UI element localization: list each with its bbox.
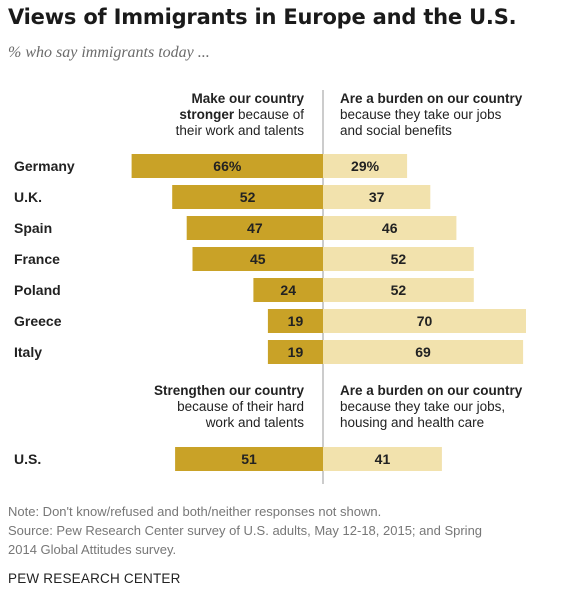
europe-left-header-line-3: their work and talents <box>175 123 304 138</box>
value-label-stronger-france: 45 <box>250 251 266 267</box>
value-label-burden-poland: 52 <box>391 282 407 298</box>
pew-research-center-label: PEW RESEARCH CENTER <box>8 571 181 586</box>
value-label-stronger-poland: 24 <box>280 282 296 298</box>
value-label-stronger-greece: 19 <box>288 313 304 329</box>
bar-burden-germany <box>323 154 408 178</box>
us-left-header-line-1: Strengthen our country <box>153 383 304 398</box>
value-label-stronger-spain: 47 <box>247 220 263 236</box>
europe-left-header: Make our country stronger because of the… <box>104 91 304 139</box>
bar-stronger-germany <box>131 154 323 178</box>
europe-left-header-line-2: because of <box>234 107 304 122</box>
bar-burden-u-k <box>323 185 431 209</box>
category-label-germany: Germany <box>14 158 75 174</box>
bar-burden-france <box>323 247 474 271</box>
us-right-header: Are a burden on our country because they… <box>340 383 565 431</box>
value-label-burden-u-s: 41 <box>375 451 391 467</box>
category-label-u-s: U.S. <box>14 451 41 467</box>
bar-stronger-u-s <box>175 447 323 471</box>
chart-notes: Note: Don't know/refused and both/neithe… <box>8 502 482 559</box>
bar-stronger-u-k <box>172 185 323 209</box>
value-label-burden-greece: 70 <box>417 313 433 329</box>
europe-right-header-line-3: and social benefits <box>340 123 452 138</box>
category-label-greece: Greece <box>14 313 62 329</box>
bar-burden-poland <box>323 278 474 302</box>
bar-stronger-poland <box>253 278 323 302</box>
category-label-italy: Italy <box>14 344 42 360</box>
us-left-header: Strengthen our country because of their … <box>104 383 304 431</box>
bar-burden-spain <box>323 216 457 240</box>
europe-left-header-line-1: Make our country <box>191 91 304 106</box>
bar-burden-u-s <box>323 447 442 471</box>
category-label-spain: Spain <box>14 220 52 236</box>
value-label-stronger-u-k: 52 <box>240 189 256 205</box>
source-line-2: 2014 Global Attitudes survey. <box>8 542 177 557</box>
value-label-burden-spain: 46 <box>382 220 398 236</box>
value-label-burden-u-k: 37 <box>369 189 385 205</box>
bar-stronger-italy <box>267 340 323 364</box>
europe-left-header-line-2-bold: stronger <box>179 107 235 122</box>
value-label-burden-italy: 69 <box>415 344 431 360</box>
category-label-u-k: U.K. <box>14 189 42 205</box>
us-right-header-line-3: housing and health care <box>340 415 485 430</box>
europe-right-header-line-2: because they take our jobs <box>340 107 502 122</box>
europe-right-header: Are a burden on our country because they… <box>340 91 565 139</box>
bar-stronger-greece <box>267 309 323 333</box>
bar-stronger-spain <box>186 216 323 240</box>
value-label-burden-germany: 29% <box>351 158 380 174</box>
bar-burden-italy <box>323 340 524 364</box>
bar-burden-greece <box>323 309 526 333</box>
bar-stronger-france <box>192 247 323 271</box>
value-label-stronger-germany: 66% <box>213 158 242 174</box>
chart-title: Views of Immigrants in Europe and the U.… <box>8 5 517 29</box>
europe-right-header-line-1: Are a burden on our country <box>340 91 523 106</box>
us-right-header-line-1: Are a burden on our country <box>340 383 523 398</box>
value-label-stronger-u-s: 51 <box>241 451 257 467</box>
chart-subtitle: % who say immigrants today ... <box>8 44 210 61</box>
us-right-header-line-2: because they take our jobs, <box>340 399 506 414</box>
source-line-1: Source: Pew Research Center survey of U.… <box>8 523 483 538</box>
us-left-header-line-3: work and talents <box>205 415 304 430</box>
value-label-burden-france: 52 <box>391 251 407 267</box>
us-left-header-line-2: because of their hard <box>177 399 304 414</box>
value-label-stronger-italy: 19 <box>288 344 304 360</box>
category-label-poland: Poland <box>14 282 61 298</box>
category-label-france: France <box>14 251 60 267</box>
note-line-1: Note: Don't know/refused and both/neithe… <box>8 504 382 519</box>
